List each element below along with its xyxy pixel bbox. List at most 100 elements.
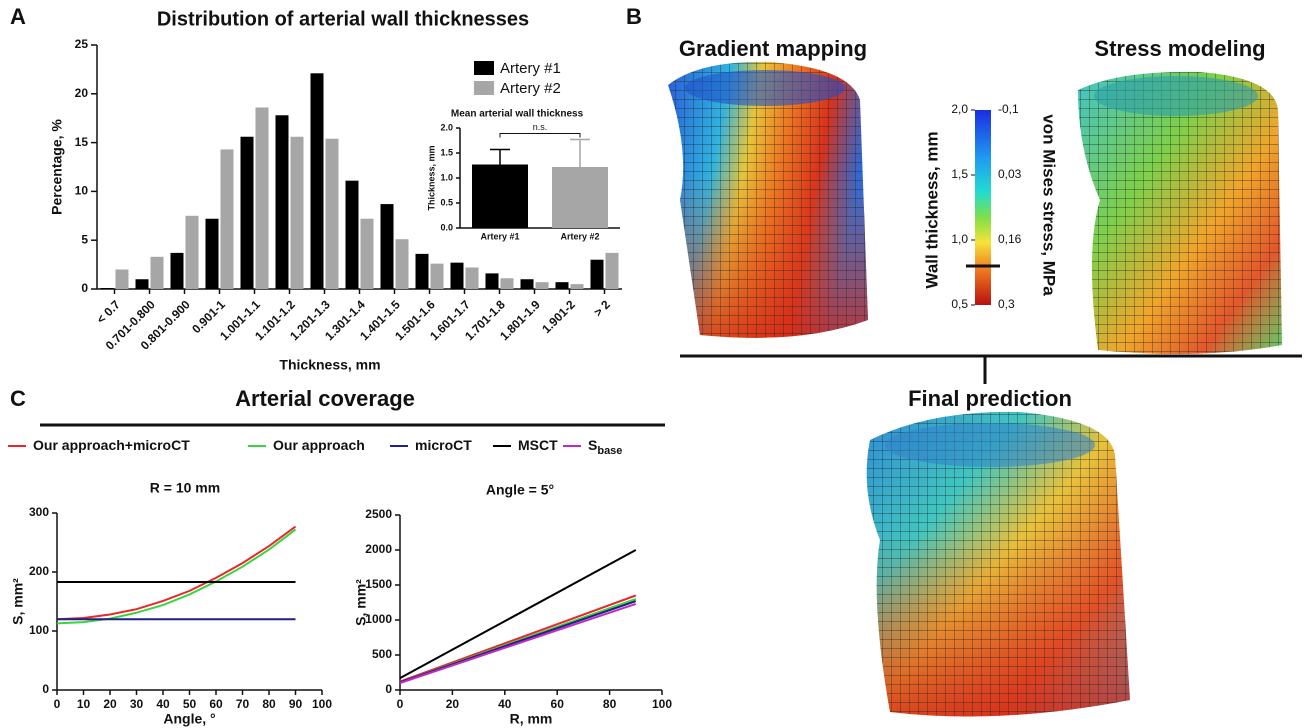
- panel-label: C: [10, 386, 26, 411]
- bar: [220, 149, 234, 289]
- y-tick-label: 0: [385, 682, 392, 696]
- bar: [240, 136, 254, 289]
- y-tick-label: 1000: [365, 612, 392, 626]
- bar: [552, 167, 608, 228]
- line-series: [399, 594, 637, 683]
- legend-label: microCT: [415, 437, 472, 453]
- legend-label: Our approach+microCT: [33, 437, 190, 453]
- bar: [472, 164, 528, 228]
- colorbar-tick-label: 2,0: [951, 102, 968, 116]
- bar: [255, 107, 269, 290]
- y-tick-label: 0: [42, 682, 49, 696]
- bar: [570, 284, 584, 289]
- panel-title: Arterial coverage: [235, 386, 415, 411]
- y-tick-label: 200: [29, 564, 49, 578]
- panel-title: Final prediction: [908, 386, 1072, 411]
- x-tick-label: 60: [209, 697, 223, 711]
- panel-label: A: [10, 4, 26, 29]
- y-tick-label: 2500: [365, 507, 392, 521]
- panel-title: Stress modeling: [1094, 36, 1265, 61]
- bar: [395, 239, 409, 289]
- significance-bracket: [499, 133, 581, 138]
- colorbar-label: Wall thickness, mm: [922, 131, 941, 288]
- line-series: [399, 549, 637, 679]
- y-axis-label: S, mm²: [10, 578, 26, 625]
- bar: [590, 259, 604, 289]
- y-tick-label: 500: [372, 647, 392, 661]
- x-tick-label: 20: [446, 697, 460, 711]
- bar: [380, 204, 394, 289]
- x-tick-label: > 2: [591, 297, 613, 319]
- colorbar-tick-label: -0,1: [998, 102, 1019, 116]
- bar: [135, 279, 149, 289]
- x-tick-label: 30: [130, 697, 144, 711]
- colorbar-tick-label: 1,0: [951, 232, 968, 246]
- line-series: [56, 528, 297, 625]
- legend-label: Our approach: [273, 437, 365, 453]
- legend-label: S: [588, 437, 597, 453]
- x-tick-label: 90: [289, 697, 303, 711]
- colorbar-tick-label: 0,16: [998, 232, 1022, 246]
- x-axis-label: Angle, °: [163, 711, 215, 727]
- chart-title: R = 10 mm: [150, 480, 220, 496]
- colorbar-tick-label: 0,3: [998, 297, 1015, 311]
- y-tick-label: 300: [29, 505, 49, 519]
- x-tick-label: 10: [77, 697, 91, 711]
- y-tick-label: 0: [81, 281, 88, 295]
- y-tick-label: 2.0: [440, 122, 453, 132]
- legend-label: Sbase: [588, 437, 622, 457]
- legend-swatch: [474, 81, 494, 95]
- y-tick-label: 25: [75, 37, 89, 51]
- bar: [100, 288, 114, 289]
- bar: [275, 115, 289, 289]
- bar: [325, 138, 339, 289]
- colorbar-tick-label: 0,5: [951, 297, 968, 311]
- bar: [485, 273, 499, 289]
- x-tick-label: 100: [312, 697, 332, 711]
- x-tick-label: 100: [652, 697, 672, 711]
- chart-title: Angle = 5°: [486, 482, 554, 498]
- bar: [535, 282, 549, 289]
- bar: [205, 218, 219, 289]
- x-axis-label: Thickness, mm: [279, 357, 380, 373]
- bar: [360, 218, 374, 289]
- y-tick-label: 1.5: [440, 147, 453, 157]
- y-tick-label: 5: [81, 232, 88, 246]
- y-tick-label: 0.0: [440, 222, 453, 232]
- legend-label: MSCT: [518, 437, 558, 453]
- bar: [150, 256, 164, 289]
- bar: [310, 73, 324, 289]
- stress-modeling-render: [1078, 71, 1282, 355]
- legend-label: microCT: [415, 437, 472, 453]
- line-series: [56, 525, 297, 621]
- bar: [290, 136, 304, 289]
- y-tick-label: 0.5: [440, 197, 453, 207]
- y-tick-label: 100: [29, 623, 49, 637]
- y-tick-label: 2000: [365, 542, 392, 556]
- bar: [430, 263, 444, 289]
- bar: [415, 253, 429, 289]
- bar: [185, 215, 199, 289]
- legend-subscript: base: [597, 445, 622, 457]
- colorbar-tick-label: 1,5: [951, 167, 968, 181]
- inset-title: Mean arterial wall thickness: [451, 109, 584, 120]
- bar: [500, 278, 514, 289]
- line-series: [399, 602, 637, 684]
- legend-label: Our approach+microCT: [33, 437, 190, 453]
- bar: [555, 282, 569, 289]
- x-tick-label: Artery #1: [480, 231, 519, 241]
- bar: [115, 269, 129, 289]
- x-tick-label: Artery #2: [560, 231, 599, 241]
- y-axis-label: Percentage, %: [49, 119, 65, 215]
- panel-title: Gradient mapping: [679, 36, 867, 61]
- y-axis-label: Thickness, mm: [426, 145, 436, 210]
- y-tick-label: 15: [75, 135, 89, 149]
- x-tick-label: 40: [498, 697, 512, 711]
- legend-label: Artery #1: [500, 60, 561, 77]
- final-prediction-render: [866, 411, 1130, 717]
- colorbar-label: von Mises stress, MPa: [1040, 114, 1059, 296]
- significance-label: n.s.: [533, 122, 548, 132]
- bar: [345, 180, 359, 289]
- colorbar-tick-label: 0,03: [998, 167, 1022, 181]
